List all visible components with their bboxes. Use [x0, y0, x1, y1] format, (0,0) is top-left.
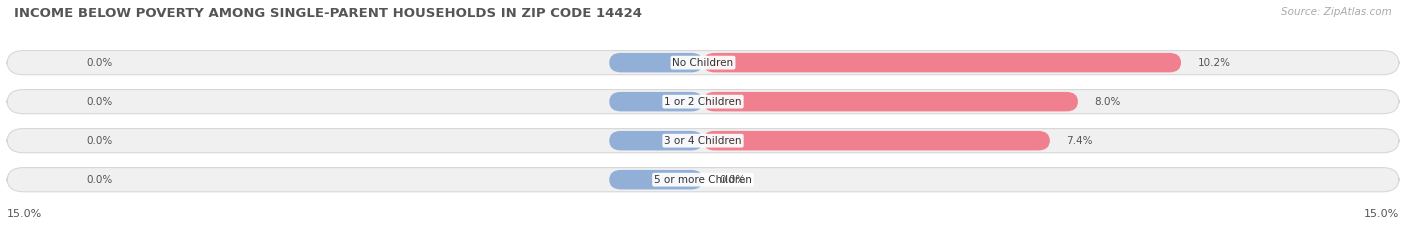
Text: 7.4%: 7.4%	[1066, 136, 1092, 146]
Text: 0.0%: 0.0%	[86, 136, 112, 146]
Text: Source: ZipAtlas.com: Source: ZipAtlas.com	[1281, 7, 1392, 17]
FancyBboxPatch shape	[703, 92, 1078, 111]
FancyBboxPatch shape	[7, 129, 1399, 153]
FancyBboxPatch shape	[703, 53, 1181, 72]
Text: 0.0%: 0.0%	[86, 58, 112, 68]
FancyBboxPatch shape	[609, 53, 703, 72]
Text: 0.0%: 0.0%	[86, 175, 112, 185]
Text: 5 or more Children: 5 or more Children	[654, 175, 752, 185]
FancyBboxPatch shape	[609, 170, 703, 189]
FancyBboxPatch shape	[703, 131, 1050, 151]
Text: 15.0%: 15.0%	[7, 209, 42, 219]
FancyBboxPatch shape	[609, 92, 703, 111]
Text: 8.0%: 8.0%	[1094, 97, 1121, 107]
Text: 0.0%: 0.0%	[720, 175, 745, 185]
FancyBboxPatch shape	[609, 131, 703, 151]
FancyBboxPatch shape	[7, 89, 1399, 114]
Text: No Children: No Children	[672, 58, 734, 68]
Text: 0.0%: 0.0%	[86, 97, 112, 107]
Text: 3 or 4 Children: 3 or 4 Children	[664, 136, 742, 146]
Text: 1 or 2 Children: 1 or 2 Children	[664, 97, 742, 107]
Text: 10.2%: 10.2%	[1198, 58, 1230, 68]
FancyBboxPatch shape	[7, 51, 1399, 75]
FancyBboxPatch shape	[7, 168, 1399, 192]
Text: INCOME BELOW POVERTY AMONG SINGLE-PARENT HOUSEHOLDS IN ZIP CODE 14424: INCOME BELOW POVERTY AMONG SINGLE-PARENT…	[14, 7, 643, 20]
Text: 15.0%: 15.0%	[1364, 209, 1399, 219]
